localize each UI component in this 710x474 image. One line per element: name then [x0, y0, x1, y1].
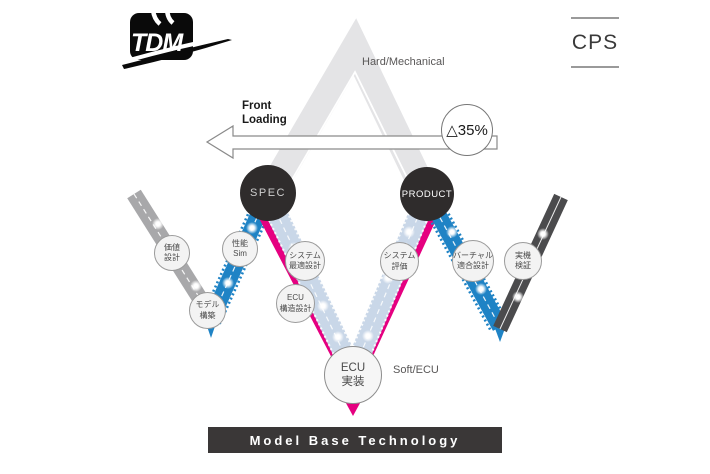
tdm-claw-mark [150, 9, 162, 26]
process-node-system-optimal-design: システム 最適設計 [285, 241, 325, 281]
product-milestone: PRODUCT [400, 167, 454, 221]
tdm-claw-mark [164, 7, 175, 25]
model-base-technology-banner: Model Base Technology [208, 427, 502, 453]
hard-mechanical-label: Hard/Mechanical [362, 56, 445, 68]
soft-ecu-label: Soft/ECU [393, 364, 439, 376]
process-node-system-evaluation: システム 評価 [380, 242, 419, 281]
tdm-swoosh [122, 39, 232, 69]
process-node-virtual-calibration-design: バーチャル 適合設計 [452, 240, 494, 282]
tdm-logo: TDM [122, 7, 232, 69]
reduction-35-badge: △35% [441, 104, 493, 156]
cps-logo-text: CPS [571, 30, 619, 54]
tdm-logo-text: TDM [131, 29, 184, 57]
process-node-model-build: モデル 構築 [189, 292, 226, 329]
cps-logo: CPS [571, 17, 619, 68]
process-node-real-machine-verification: 実機 検証 [504, 242, 542, 280]
process-node-performance-sim: 性能 Sim [222, 231, 258, 267]
front-loading-label: Front Loading [242, 100, 287, 126]
process-node-ecu-structure-design: ECU 構造設計 [276, 284, 315, 323]
ecu-implementation-milestone: ECU 実装 [324, 346, 382, 404]
front-loading-arrow [205, 124, 498, 160]
process-node-value-design: 価値 設計 [154, 235, 190, 271]
cps-logo-grid [497, 16, 563, 68]
spec-milestone: SPEC [240, 165, 296, 221]
